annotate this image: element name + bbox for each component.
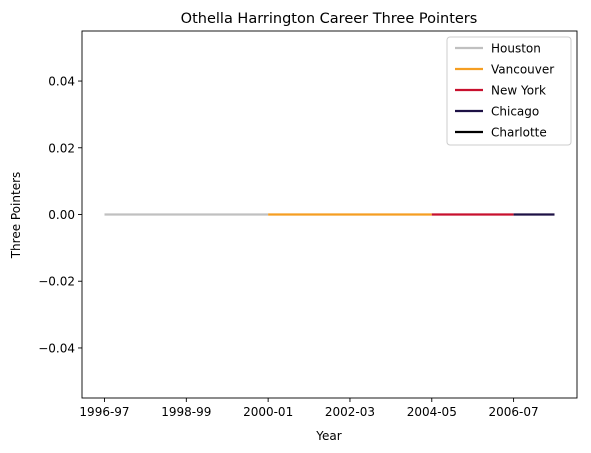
y-tick-label: −0.02 (38, 275, 75, 289)
legend-label: New York (491, 84, 546, 98)
x-axis: 1996-97 1998-99 2000-01 2002-03 2004-05 2006-… (79, 398, 539, 419)
y-tick-label: 0.00 (48, 208, 75, 222)
legend: Houston Vancouver New York Chicago Charlotte (446, 36, 572, 146)
legend-label: Chicago (491, 105, 539, 119)
x-tick-label: 2006-07 (489, 405, 539, 419)
x-tick-label: 2002-03 (325, 405, 375, 419)
x-tick-label: 1998-99 (161, 405, 211, 419)
y-tick-label: 0.04 (48, 75, 75, 89)
legend-label: Vancouver (491, 63, 554, 77)
legend-label: Houston (491, 42, 541, 56)
x-axis-label: Year (315, 429, 341, 443)
y-axis: −0.04 −0.02 0.00 0.02 0.04 (38, 75, 82, 355)
x-tick-label: 2000-01 (243, 405, 293, 419)
legend-label: Charlotte (491, 126, 547, 140)
y-axis-label: Three Pointers (9, 172, 23, 260)
x-tick-label: 1996-97 (79, 405, 129, 419)
legend-box (446, 36, 572, 146)
y-tick-label: 0.02 (48, 141, 75, 155)
chart-title: Othella Harrington Career Three Pointers (181, 11, 478, 27)
y-tick-label: −0.04 (38, 341, 75, 355)
x-tick-label: 2004-05 (407, 405, 457, 419)
